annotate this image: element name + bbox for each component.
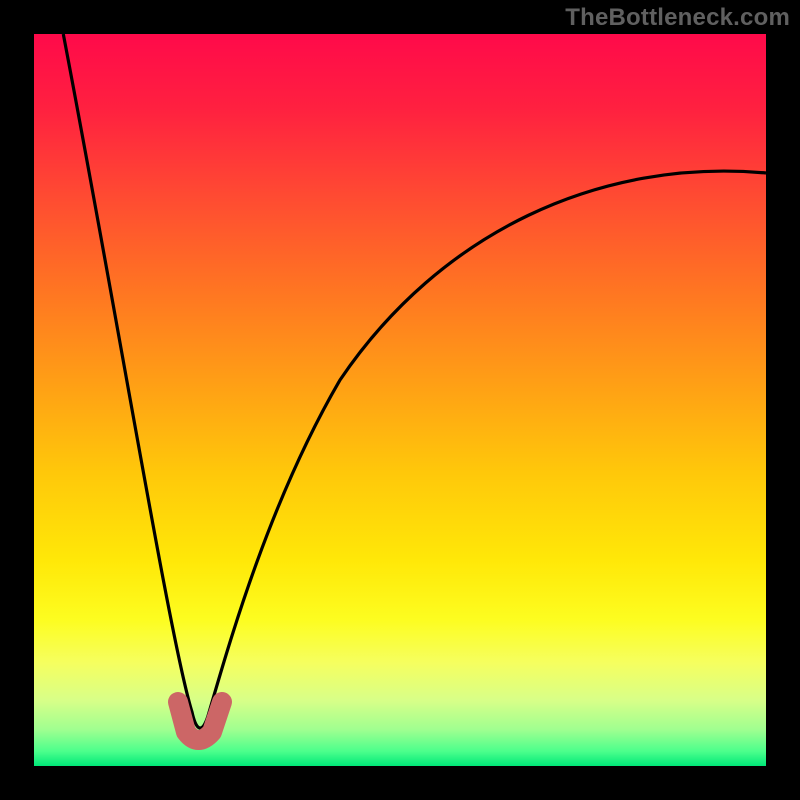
watermark-text: TheBottleneck.com bbox=[565, 4, 790, 32]
bottleneck-chart bbox=[0, 0, 800, 800]
plot-background bbox=[34, 34, 766, 766]
chart-root: TheBottleneck.com bbox=[0, 0, 800, 800]
